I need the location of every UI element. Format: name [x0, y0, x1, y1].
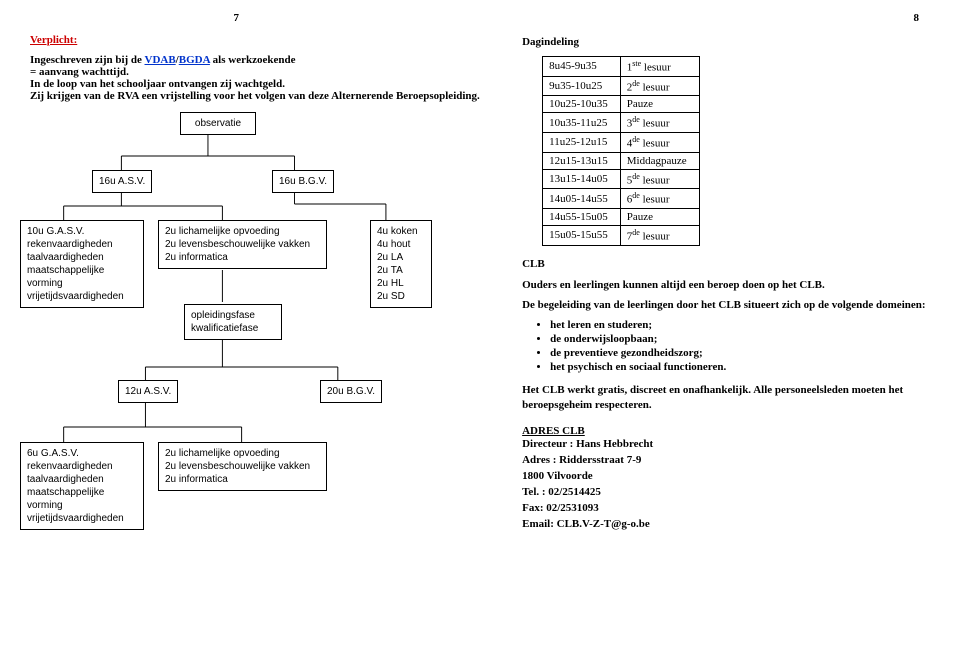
schedule-time: 15u05-15u55: [543, 225, 621, 245]
box-opleidingsfase: opleidingsfase kwalificatiefase: [184, 304, 282, 340]
schedule-time: 8u45-9u35: [543, 57, 621, 77]
box-16u-bgv: 16u B.G.V.: [272, 170, 334, 193]
gasv10-list: rekenvaardigheden taalvaardigheden maats…: [27, 239, 124, 302]
schedule-time: 11u25-12u15: [543, 132, 621, 152]
adres-heading: ADRES CLB: [522, 425, 585, 437]
schedule-label: 2de lesuur: [620, 76, 699, 96]
dagindeling-heading: Dagindeling: [522, 36, 929, 48]
intro-line3: In de loop van het schooljaar ontvangen …: [30, 78, 285, 90]
schedule-time: 12u15-13u15: [543, 152, 621, 169]
gasv6-head: 6u G.A.S.V.: [27, 448, 79, 459]
box-2u-lichamelijke-b: 2u lichamelijke opvoeding 2u levensbesch…: [158, 442, 327, 491]
schedule-time: 13u15-14u05: [543, 169, 621, 189]
box-16u-asv: 16u A.S.V.: [92, 170, 152, 193]
left-column: 7 Verplicht: Ingeschreven zijn bij de VD…: [30, 20, 482, 582]
flow-diagram: observatie 16u A.S.V. 16u B.G.V. 10u G.A…: [30, 112, 482, 582]
clb-heading: CLB: [522, 258, 929, 270]
intro-line4: Zij krijgen van de RVA een vrijstelling …: [30, 90, 480, 102]
box-4u-koken: 4u koken 4u hout 2u LA 2u TA 2u HL 2u SD: [370, 220, 432, 308]
box-10u-gasv: 10u G.A.S.V. rekenvaardigheden taalvaard…: [20, 220, 144, 308]
schedule-label: Pauze: [620, 96, 699, 113]
schedule-label: 7de lesuur: [620, 225, 699, 245]
clb-bullet-item: het leren en studeren;: [550, 319, 929, 331]
intro-line1a: Ingeschreven zijn bij de: [30, 54, 145, 66]
schedule-time: 14u55-15u05: [543, 208, 621, 225]
clb-p2: De begeleiding van de leerlingen door he…: [522, 299, 925, 311]
box-2u-lichamelijke-a: 2u lichamelijke opvoeding 2u levensbesch…: [158, 220, 327, 269]
intro-line1b: als werkzoekende: [210, 54, 296, 66]
schedule-label: 4de lesuur: [620, 132, 699, 152]
schedule-table: 8u45-9u351ste lesuur9u35-10u252de lesuur…: [542, 56, 700, 246]
clb-p3: Het CLB werkt gratis, discreet en onafha…: [522, 384, 903, 411]
adres-block: ADRES CLB Directeur : Hans Hebbrecht Adr…: [522, 425, 929, 533]
page-number-right: 8: [522, 12, 919, 24]
clb-p1: Ouders en leerlingen kunnen altijd een b…: [522, 279, 825, 291]
schedule-label: 6de lesuur: [620, 189, 699, 209]
adres-lines: Directeur : Hans Hebbrecht Adres : Ridde…: [522, 438, 653, 530]
schedule-label: 5de lesuur: [620, 169, 699, 189]
verplicht-heading: Verplicht:: [30, 34, 482, 46]
intro-line2: = aanvang wachttijd.: [30, 66, 129, 78]
gasv6-list: rekenvaardigheden taalvaardigheden maats…: [27, 461, 124, 524]
box-6u-gasv: 6u G.A.S.V. rekenvaardigheden taalvaardi…: [20, 442, 144, 530]
box-20u-bgv: 20u B.G.V.: [320, 380, 382, 403]
schedule-label: 3de lesuur: [620, 113, 699, 133]
clb-bullet-item: de onderwijsloopbaan;: [550, 333, 929, 345]
schedule-time: 10u25-10u35: [543, 96, 621, 113]
schedule-label: 1ste lesuur: [620, 57, 699, 77]
right-column: 8 Dagindeling 8u45-9u351ste lesuur9u35-1…: [522, 20, 929, 582]
box-observatie: observatie: [180, 112, 256, 135]
bgda-link[interactable]: BGDA: [179, 54, 210, 66]
schedule-time: 9u35-10u25: [543, 76, 621, 96]
schedule-label: Middagpauze: [620, 152, 699, 169]
clb-bullet-item: het psychisch en sociaal functioneren.: [550, 361, 929, 373]
page-container: 7 Verplicht: Ingeschreven zijn bij de VD…: [30, 20, 929, 582]
box-12u-asv: 12u A.S.V.: [118, 380, 178, 403]
clb-bullets: het leren en studeren; de onderwijsloopba…: [522, 319, 929, 373]
schedule-time: 10u35-11u25: [543, 113, 621, 133]
schedule-label: Pauze: [620, 208, 699, 225]
clb-bullet-item: de preventieve gezondheidszorg;: [550, 347, 929, 359]
schedule-body: 8u45-9u351ste lesuur9u35-10u252de lesuur…: [543, 57, 700, 246]
vdab-link[interactable]: VDAB: [145, 54, 176, 66]
gasv10-head: 10u G.A.S.V.: [27, 226, 84, 237]
intro-text: Ingeschreven zijn bij de VDAB/BGDA als w…: [30, 54, 482, 102]
schedule-time: 14u05-14u55: [543, 189, 621, 209]
page-number-left: 7: [233, 12, 239, 24]
